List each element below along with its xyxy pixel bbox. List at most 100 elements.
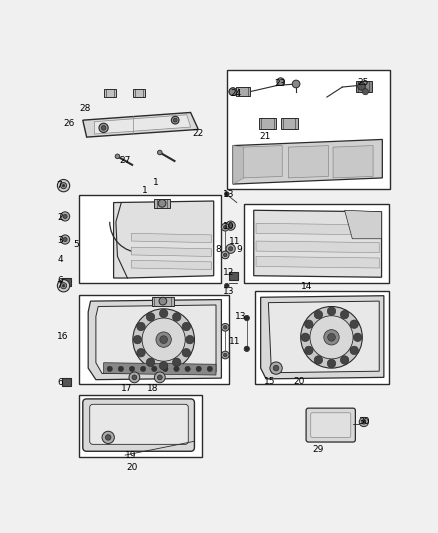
- Text: 5: 5: [73, 239, 78, 248]
- Bar: [227, 70, 390, 189]
- Polygon shape: [233, 146, 244, 184]
- Text: 12: 12: [223, 268, 234, 277]
- Bar: [62, 278, 71, 286]
- FancyBboxPatch shape: [83, 399, 194, 451]
- Text: 14: 14: [301, 282, 312, 291]
- Text: 9: 9: [237, 245, 243, 254]
- Circle shape: [142, 318, 185, 361]
- Circle shape: [137, 322, 145, 331]
- Circle shape: [353, 333, 362, 342]
- Circle shape: [301, 333, 310, 342]
- Polygon shape: [261, 296, 384, 379]
- Circle shape: [358, 83, 365, 90]
- Text: 13: 13: [235, 312, 247, 321]
- Circle shape: [277, 78, 285, 85]
- Text: 17: 17: [121, 384, 133, 392]
- Bar: [103, 90, 116, 97]
- Circle shape: [57, 180, 70, 192]
- Text: 21: 21: [259, 132, 271, 141]
- Text: 16: 16: [57, 332, 69, 341]
- FancyBboxPatch shape: [90, 405, 188, 445]
- Circle shape: [229, 223, 233, 228]
- Circle shape: [107, 366, 113, 372]
- Polygon shape: [256, 256, 379, 268]
- Polygon shape: [256, 241, 379, 253]
- Circle shape: [196, 366, 201, 372]
- Circle shape: [60, 235, 70, 244]
- Circle shape: [146, 313, 155, 321]
- Circle shape: [158, 199, 166, 207]
- Polygon shape: [333, 146, 373, 178]
- Text: 18: 18: [147, 384, 158, 392]
- Circle shape: [101, 126, 106, 130]
- Text: 19: 19: [125, 450, 137, 459]
- Circle shape: [229, 247, 233, 251]
- Circle shape: [221, 351, 229, 359]
- Circle shape: [223, 326, 227, 329]
- Bar: [356, 81, 371, 92]
- Circle shape: [292, 80, 300, 88]
- Circle shape: [63, 237, 67, 241]
- Polygon shape: [131, 260, 212, 270]
- Circle shape: [340, 356, 349, 364]
- Circle shape: [221, 223, 229, 231]
- Text: 13: 13: [223, 190, 234, 199]
- Text: 20: 20: [293, 377, 304, 386]
- Text: 7: 7: [56, 281, 62, 290]
- Circle shape: [182, 322, 191, 331]
- Polygon shape: [103, 363, 216, 375]
- Circle shape: [159, 297, 167, 305]
- Circle shape: [304, 346, 313, 354]
- Polygon shape: [131, 247, 212, 256]
- Circle shape: [159, 361, 168, 370]
- Bar: [254, 291, 389, 384]
- Circle shape: [185, 366, 190, 372]
- Bar: [62, 378, 71, 386]
- Text: 29: 29: [312, 445, 324, 454]
- Polygon shape: [242, 146, 282, 178]
- Circle shape: [221, 324, 229, 331]
- Circle shape: [362, 88, 368, 95]
- Bar: [229, 272, 238, 280]
- Circle shape: [314, 310, 323, 319]
- Circle shape: [310, 316, 353, 359]
- Polygon shape: [268, 301, 379, 373]
- Circle shape: [327, 359, 336, 368]
- Circle shape: [229, 88, 237, 95]
- Polygon shape: [94, 115, 191, 134]
- Circle shape: [223, 225, 227, 229]
- Text: 4: 4: [57, 255, 63, 264]
- Polygon shape: [113, 201, 214, 278]
- Circle shape: [146, 358, 155, 367]
- Circle shape: [173, 118, 177, 122]
- Circle shape: [115, 154, 120, 159]
- Polygon shape: [254, 210, 381, 277]
- Circle shape: [223, 253, 227, 257]
- Bar: [79, 295, 229, 384]
- Text: 15: 15: [264, 377, 275, 386]
- Circle shape: [106, 434, 111, 440]
- Circle shape: [359, 417, 368, 426]
- Circle shape: [314, 356, 323, 364]
- Circle shape: [244, 316, 250, 321]
- Circle shape: [173, 313, 181, 321]
- Bar: [281, 118, 298, 130]
- Circle shape: [224, 192, 229, 196]
- Circle shape: [221, 251, 229, 259]
- Circle shape: [226, 244, 235, 253]
- Circle shape: [350, 320, 358, 328]
- Circle shape: [133, 309, 194, 370]
- Text: 8: 8: [215, 245, 221, 254]
- Circle shape: [160, 336, 167, 343]
- Circle shape: [141, 366, 146, 372]
- Polygon shape: [233, 140, 382, 184]
- Circle shape: [156, 332, 171, 348]
- Text: 30: 30: [358, 417, 370, 426]
- Bar: [79, 395, 202, 457]
- Circle shape: [102, 431, 114, 443]
- Text: 1: 1: [141, 185, 147, 195]
- Circle shape: [132, 375, 137, 380]
- Circle shape: [63, 214, 67, 219]
- Circle shape: [182, 349, 191, 357]
- Text: 6: 6: [57, 277, 63, 286]
